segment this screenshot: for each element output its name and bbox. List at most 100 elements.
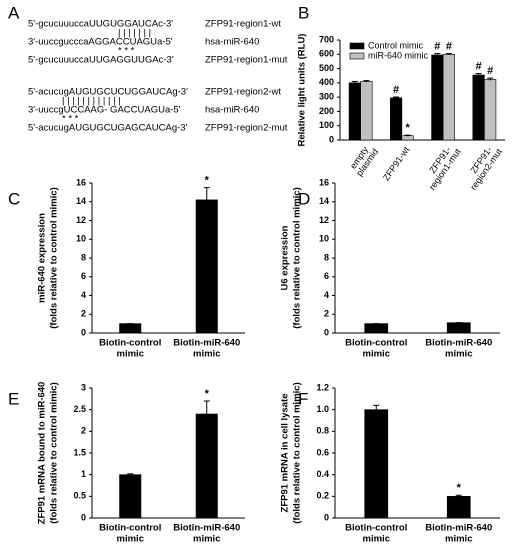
legend-label: Control mimic bbox=[368, 40, 424, 50]
annotation: # bbox=[446, 40, 452, 52]
y-tick-label: 2 bbox=[81, 309, 86, 319]
error-bar bbox=[393, 96, 400, 99]
sequence-name: ZFP91-region2-mut bbox=[205, 123, 288, 134]
y-tick-label: 1.2 bbox=[316, 382, 329, 392]
annotation: * bbox=[205, 175, 210, 187]
sequence: 5'-gcucuuuccaUUGUGGAUCAc-3' bbox=[28, 19, 173, 30]
y-axis-label: miR-640 expression bbox=[37, 213, 48, 303]
bar bbox=[119, 474, 142, 519]
y-axis-label: ZFP91 mRNA bound to miR-640 bbox=[37, 382, 48, 525]
y-tick-label: 600 bbox=[319, 49, 334, 59]
annotation: # bbox=[434, 40, 440, 52]
x-tick-label: ZFP91-wt bbox=[381, 144, 412, 182]
y-tick-label: 8 bbox=[324, 252, 329, 262]
error-bar bbox=[203, 400, 210, 427]
sequence: 5'-acucugAUGUGCUGAGCAUCAg-3' bbox=[28, 123, 188, 134]
panel-label: E bbox=[8, 389, 19, 408]
y-tick-label: 1.0 bbox=[316, 404, 329, 414]
y-tick-label: 500 bbox=[319, 63, 334, 73]
y-tick-label: 2 bbox=[81, 426, 86, 436]
bar bbox=[364, 323, 389, 334]
x-tick-label: Biotin-control bbox=[345, 523, 407, 534]
y-tick-label: 16 bbox=[76, 177, 86, 187]
x-tick-label: mimic bbox=[117, 534, 144, 545]
y-tick-label: 0.4 bbox=[316, 469, 329, 479]
y-tick-label: 10 bbox=[319, 234, 329, 244]
x-tick-label: Biotin-miR-640 bbox=[425, 523, 492, 534]
error-bar bbox=[363, 80, 370, 83]
bar bbox=[390, 97, 403, 141]
legend-swatch bbox=[349, 42, 365, 50]
legend-label: miR-640 mimic bbox=[368, 50, 429, 60]
panel-label: D bbox=[298, 189, 310, 208]
y-tick-label: 14 bbox=[319, 196, 329, 206]
bar bbox=[195, 413, 218, 519]
y-tick-label: 4 bbox=[324, 290, 329, 300]
sequence: 5'-acucugAUGUGCUCUGGAUCAg-3' bbox=[28, 87, 188, 98]
annotation: # bbox=[393, 84, 399, 96]
y-tick-label: 700 bbox=[319, 34, 334, 44]
annotation: * bbox=[406, 122, 411, 134]
y-tick-label: 0.6 bbox=[316, 447, 329, 457]
annotation: * bbox=[457, 482, 462, 494]
sequence: * * * bbox=[62, 114, 79, 125]
sequence: | | | | | | | | | | | | bbox=[62, 96, 121, 107]
sequence-name: hsa-miR-640 bbox=[205, 105, 259, 116]
sequence: | | | | | | | bbox=[118, 28, 151, 39]
bar bbox=[348, 82, 361, 141]
bar bbox=[446, 322, 471, 334]
y-tick-label: 0.8 bbox=[316, 426, 329, 436]
bar bbox=[431, 54, 444, 141]
y-tick-label: 14 bbox=[76, 196, 86, 206]
y-axis-label: (folds relative to control mimic) bbox=[49, 187, 60, 328]
sequence-name: ZFP91-region2-wt bbox=[205, 87, 281, 98]
x-tick-label: Biotin-control bbox=[345, 338, 407, 349]
y-tick-label: 0.2 bbox=[316, 491, 329, 501]
bar bbox=[364, 409, 389, 519]
annotation: * bbox=[205, 388, 210, 400]
error-bar bbox=[373, 404, 380, 414]
y-tick-label: 400 bbox=[319, 77, 334, 87]
annotation: # bbox=[476, 60, 482, 72]
y-tick-label: 10 bbox=[76, 234, 86, 244]
x-tick-label: mimic bbox=[117, 349, 144, 360]
y-tick-label: 6 bbox=[324, 271, 329, 281]
x-tick-label: Biotin-control bbox=[99, 338, 161, 349]
y-tick-label: 0.5 bbox=[73, 491, 86, 501]
bar bbox=[472, 74, 485, 141]
panel-label: F bbox=[298, 389, 308, 408]
bar bbox=[360, 81, 373, 141]
bar bbox=[446, 496, 471, 519]
y-tick-label: 0 bbox=[324, 512, 329, 522]
bar bbox=[119, 323, 142, 334]
bar bbox=[401, 135, 414, 141]
error-bar bbox=[487, 77, 494, 81]
error-bar bbox=[127, 473, 134, 476]
y-tick-label: 0 bbox=[81, 327, 86, 337]
error-bar bbox=[203, 187, 210, 213]
annotation: # bbox=[487, 65, 493, 77]
y-tick-label: 2 bbox=[324, 309, 329, 319]
y-tick-label: 0 bbox=[324, 327, 329, 337]
sequence-name: ZFP91-region1-wt bbox=[205, 19, 281, 30]
y-tick-label: 1.5 bbox=[73, 447, 86, 457]
y-tick-label: 3 bbox=[81, 382, 86, 392]
sequence: 3'-uuccgucccaAGGACCUAGUa-5' bbox=[28, 37, 173, 48]
y-tick-label: 6 bbox=[81, 271, 86, 281]
bar bbox=[484, 78, 497, 141]
x-tick-label: Biotin-control bbox=[99, 523, 161, 534]
x-tick-label: mimic bbox=[363, 534, 390, 545]
y-tick-label: 200 bbox=[319, 106, 334, 116]
x-tick-label: mimic bbox=[193, 349, 220, 360]
x-tick-label: Biotin-miR-640 bbox=[173, 338, 240, 349]
y-tick-label: 100 bbox=[319, 120, 334, 130]
x-tick-label: mimic bbox=[363, 349, 390, 360]
y-tick-label: 1 bbox=[81, 469, 86, 479]
y-tick-label: 12 bbox=[76, 215, 86, 225]
y-tick-label: 16 bbox=[319, 177, 329, 187]
sequence-name: ZFP91-region1-mut bbox=[205, 55, 288, 66]
error-bar bbox=[351, 80, 358, 85]
y-tick-label: 0 bbox=[81, 512, 86, 522]
y-tick-label: 0 bbox=[329, 134, 334, 144]
